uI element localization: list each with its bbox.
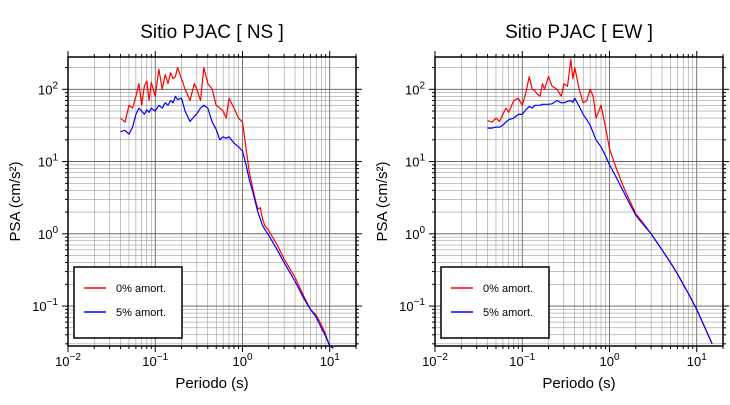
x-axis-label: Periodo (s) xyxy=(175,375,248,392)
y-tick-label: 101 xyxy=(405,153,425,170)
tick-exponent: 0 xyxy=(419,225,425,236)
tick-base: 10 xyxy=(142,354,156,369)
tick-base: 10 xyxy=(232,354,246,369)
tick-base: 10 xyxy=(405,227,419,242)
y-axis-label: PSA (cm/s²) xyxy=(7,161,24,241)
x-tick-label: 100 xyxy=(599,352,619,369)
tick-base: 10 xyxy=(55,354,69,369)
chart-title: Sitio PJAC [ NS ] xyxy=(140,22,284,43)
tick-exponent: −1 xyxy=(524,352,536,363)
tick-exponent: 2 xyxy=(419,80,425,91)
x-tick-label: 101 xyxy=(687,352,707,369)
x-tick-label: 10−1 xyxy=(509,352,535,369)
chart-panel-1: Sitio PJAC [ NS ]10−2 10−1 100 10110−110010… xyxy=(7,22,362,392)
legend-box xyxy=(440,266,550,339)
tick-exponent: 1 xyxy=(334,352,340,363)
tick-base: 10 xyxy=(38,227,52,242)
x-tick-label: 101 xyxy=(320,352,340,369)
tick-base: 10 xyxy=(38,155,52,170)
tick-base: 10 xyxy=(422,354,436,369)
y-tick-label: 101 xyxy=(38,153,58,170)
tick-exponent: 1 xyxy=(701,352,707,363)
tick-exponent: −1 xyxy=(47,297,59,308)
legend-label-1: 0% amort. xyxy=(483,283,533,295)
series-line-damped xyxy=(120,95,334,349)
chart-panel-2: Sitio PJAC [ EW ]10−2 10−1 100 10110−110010… xyxy=(374,22,729,392)
tick-exponent: 1 xyxy=(52,153,58,164)
tick-exponent: −1 xyxy=(414,297,426,308)
tick-exponent: 0 xyxy=(247,352,253,363)
legend-label-1: 0% amort. xyxy=(116,283,166,295)
tick-exponent: 1 xyxy=(419,153,425,164)
legend-box xyxy=(73,266,183,339)
tick-exponent: −2 xyxy=(70,352,82,363)
tick-exponent: −1 xyxy=(157,352,169,363)
chart-title: Sitio PJAC [ EW ] xyxy=(505,22,653,43)
legend: 0% amort. 5% amort. xyxy=(440,266,550,339)
series-line-undamped xyxy=(120,66,334,349)
y-tick-label: 102 xyxy=(405,80,425,97)
y-tick-label: 102 xyxy=(38,80,58,97)
tick-base: 10 xyxy=(687,354,701,369)
tick-exponent: 2 xyxy=(52,80,58,91)
tick-exponent: 0 xyxy=(52,225,58,236)
x-tick-label: 10−2 xyxy=(55,352,81,369)
plot-frame xyxy=(434,56,724,347)
tick-base: 10 xyxy=(32,299,46,314)
series-line-damped xyxy=(487,97,713,345)
tick-base: 10 xyxy=(405,155,419,170)
x-tick-label: 10−1 xyxy=(142,352,168,369)
legend-label-2: 5% amort. xyxy=(116,307,166,319)
legend: 0% amort. 5% amort. xyxy=(73,266,183,339)
tick-base: 10 xyxy=(38,82,52,97)
y-tick-label: 10−1 xyxy=(399,297,425,314)
tick-base: 10 xyxy=(320,354,334,369)
x-axis-label: Periodo (s) xyxy=(542,375,615,392)
legend-label-2: 5% amort. xyxy=(483,307,533,319)
y-tick-label: 100 xyxy=(38,225,58,242)
x-tick-label: 10−2 xyxy=(422,352,448,369)
plot-frame xyxy=(67,56,357,347)
tick-base: 10 xyxy=(405,82,419,97)
y-tick-label: 100 xyxy=(405,225,425,242)
y-axis-label: PSA (cm/s²) xyxy=(374,161,391,241)
y-tick-label: 10−1 xyxy=(32,297,58,314)
tick-base: 10 xyxy=(399,299,413,314)
tick-base: 10 xyxy=(599,354,613,369)
tick-exponent: 0 xyxy=(614,352,620,363)
x-tick-label: 100 xyxy=(232,352,252,369)
tick-exponent: −2 xyxy=(437,352,449,363)
tick-base: 10 xyxy=(509,354,523,369)
